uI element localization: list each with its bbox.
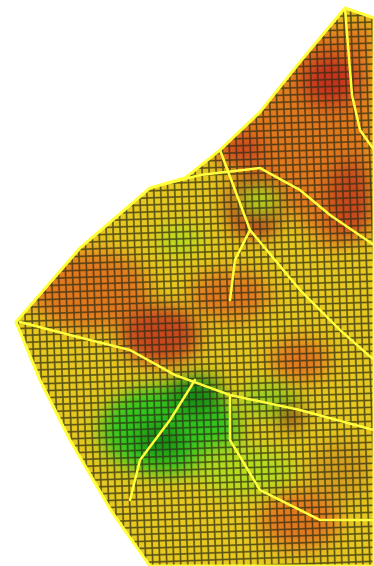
boundary-line-6 [228,393,374,522]
boundary-line-7 [228,228,252,302]
boundary-line-4 [18,320,374,432]
boundary-lines [18,8,374,522]
boundary-line-3 [218,148,374,362]
boundary-line-2 [148,166,374,247]
boundary-line-1 [343,8,374,152]
field-outline [14,6,374,566]
boundary-line-5 [128,378,197,502]
